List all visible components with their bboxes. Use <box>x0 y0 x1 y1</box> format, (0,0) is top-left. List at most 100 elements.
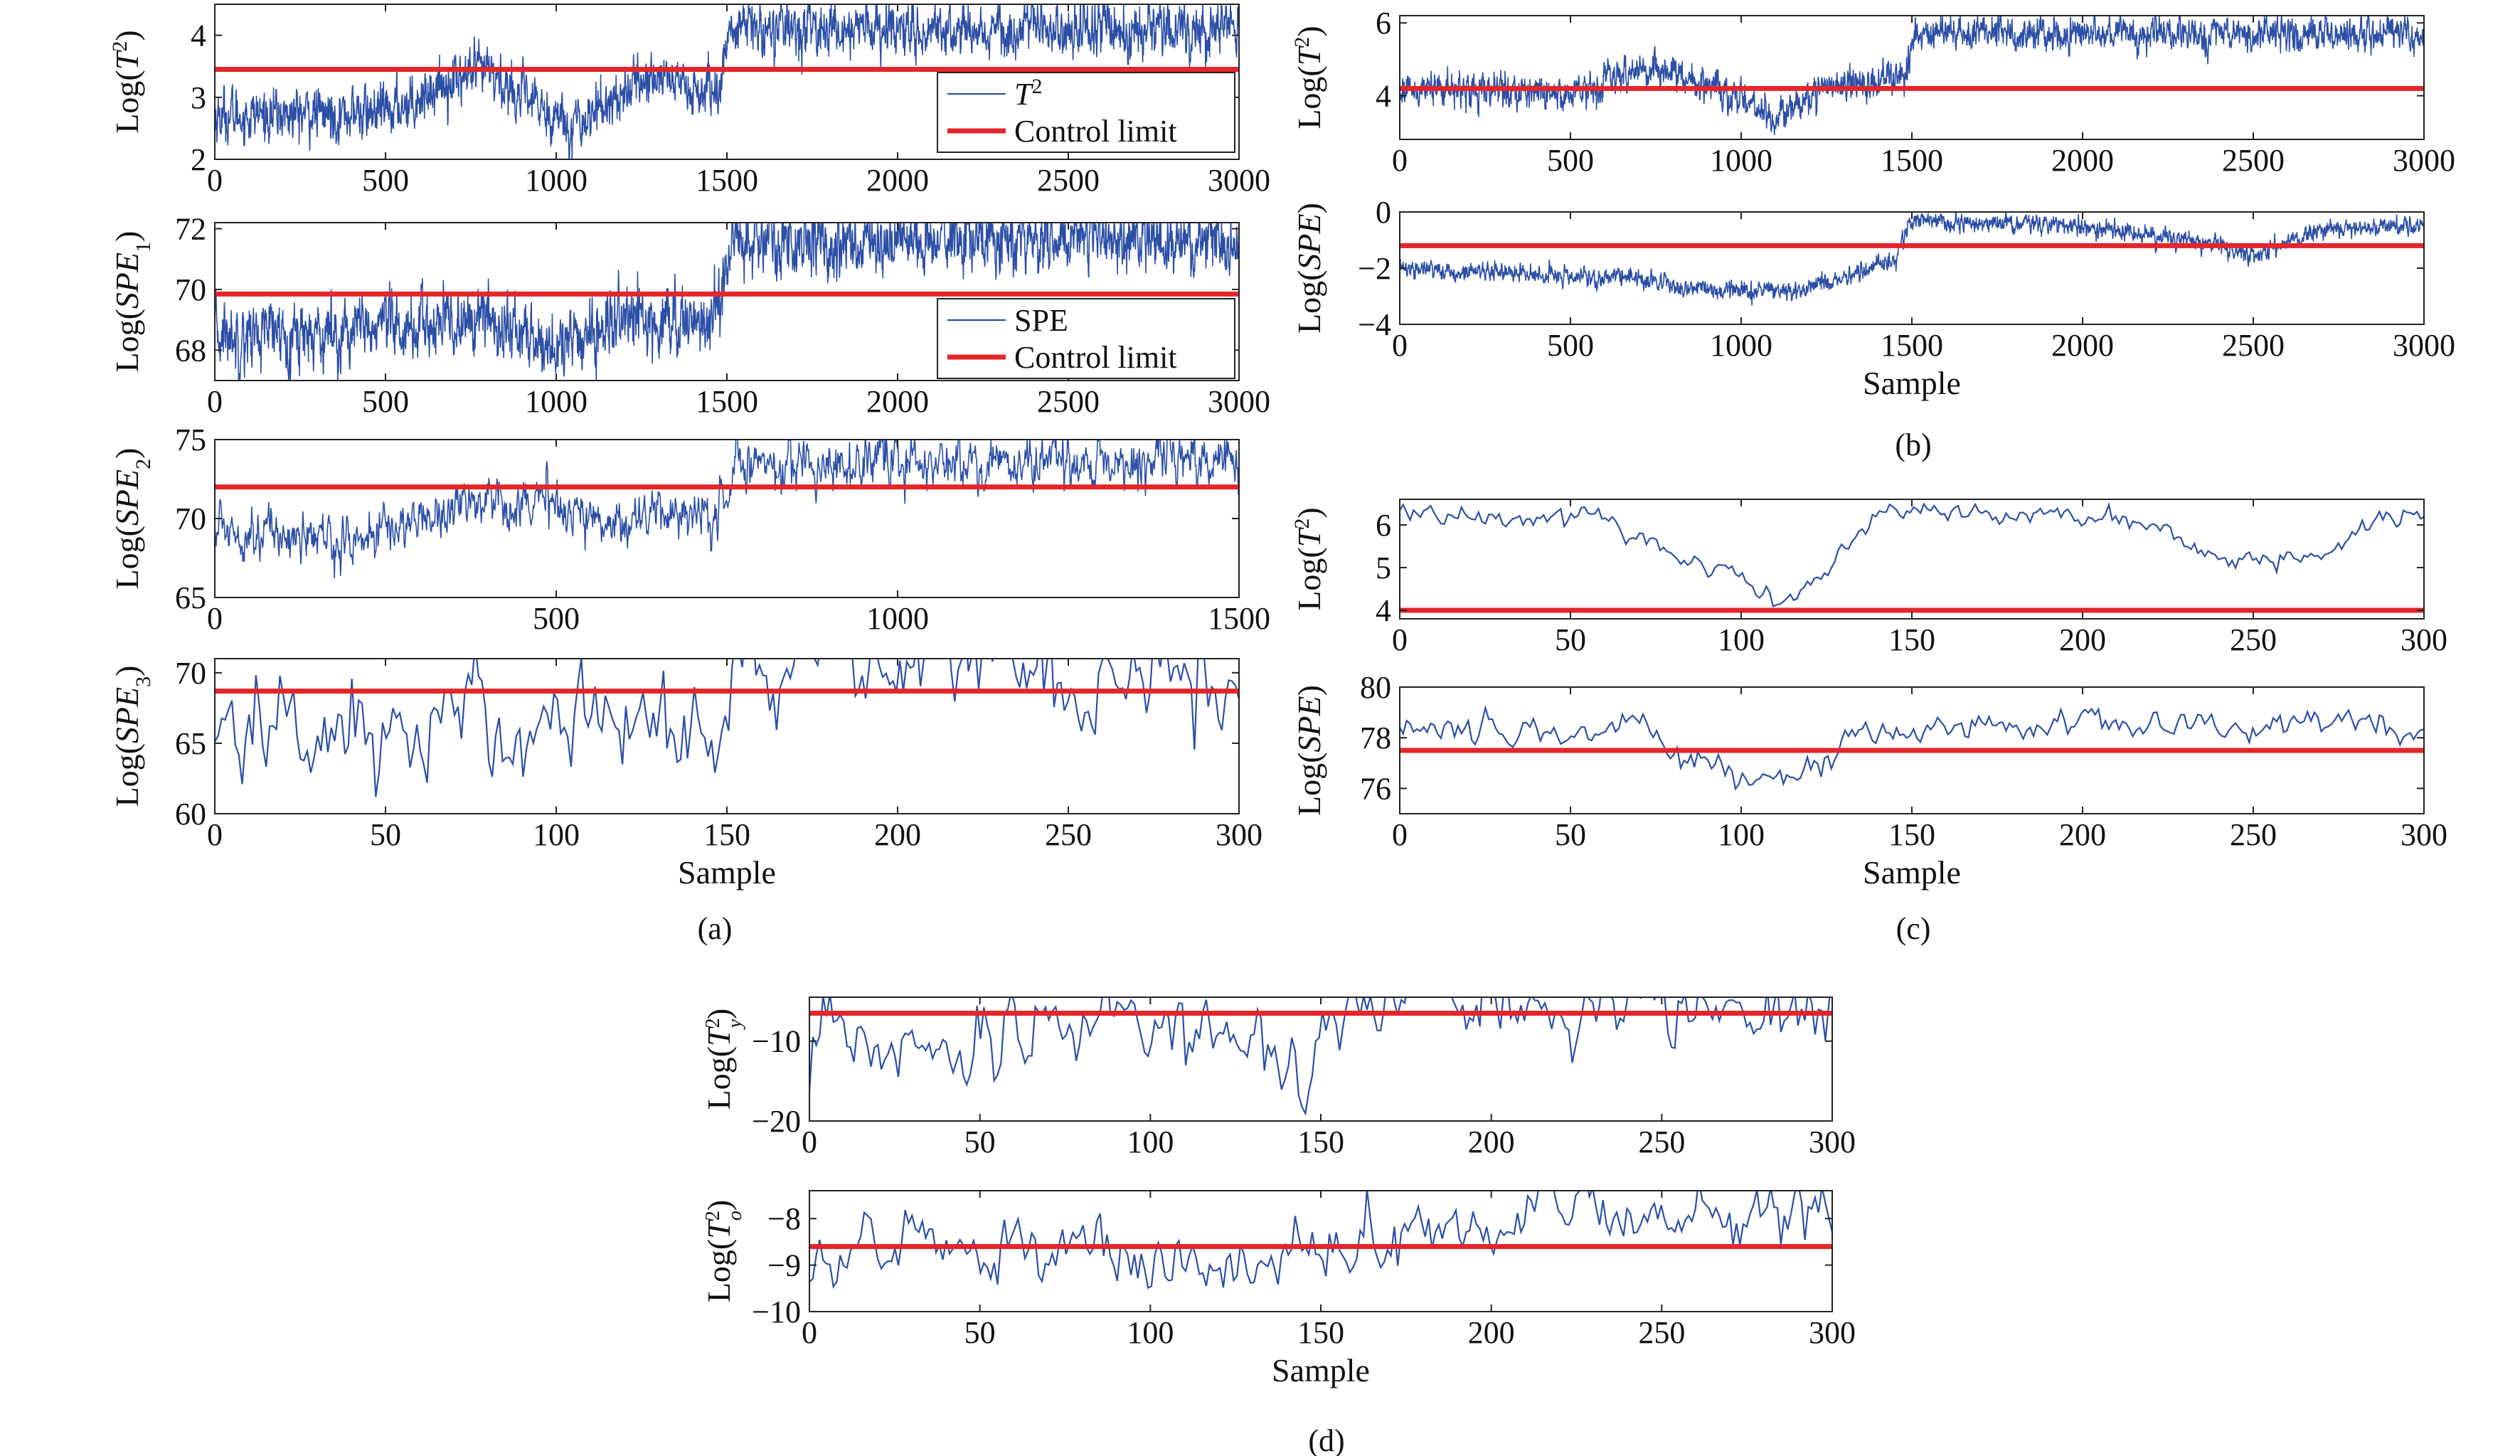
y-tick-label: 72 <box>175 212 206 247</box>
x-tick-label: 1000 <box>1710 328 1772 363</box>
x-tick-label: 1000 <box>866 601 929 636</box>
legend-entry-label: SPE <box>1014 303 1068 338</box>
y-tick-label: 78 <box>1360 721 1391 755</box>
y-tick-label: −8 <box>767 1201 801 1236</box>
x-tick-label: 500 <box>1547 328 1594 363</box>
series-line <box>1400 212 2424 306</box>
x-tick-label: 0 <box>1392 143 1408 178</box>
x-tick-label: 50 <box>1555 817 1586 852</box>
plot-frame <box>809 1190 1833 1312</box>
x-tick-label: 50 <box>964 1315 996 1350</box>
x-tick-label: 0 <box>207 817 223 852</box>
x-tick-label: 2500 <box>1037 384 1100 419</box>
y-axis-label: Log(T2) <box>1290 507 1328 610</box>
x-tick-label: 0 <box>802 1125 817 1159</box>
x-tick-label: 2500 <box>1037 163 1100 198</box>
x-tick-label: 0 <box>802 1315 817 1350</box>
subplot-1: 0 500 1000 1500 2000 2500 3000 2 3 4 Log(T2) T2Cont… <box>108 4 1270 198</box>
subplot-4: 0 50 100 150 200 250 300 60 65 70 Log(SPE3) Sample <box>109 656 1262 891</box>
x-tick-label: 50 <box>964 1125 996 1159</box>
x-tick-label: 250 <box>1638 1125 1685 1159</box>
y-tick-label: −2 <box>1358 251 1391 286</box>
x-tick-label: 1500 <box>1208 601 1270 636</box>
y-tick-label: 2 <box>191 142 206 177</box>
x-axis-label: Sample <box>1272 1352 1370 1388</box>
y-tick-label: 4 <box>191 18 206 53</box>
x-tick-label: 500 <box>1547 143 1594 178</box>
y-tick-label: 0 <box>1376 195 1391 230</box>
panel-label-c: (c) <box>1896 911 1931 946</box>
y-tick-label: −4 <box>1358 307 1391 342</box>
x-axis-label: Sample <box>678 854 776 891</box>
x-tick-label: 100 <box>533 817 580 852</box>
y-axis-label: Log(T2y) <box>701 1009 746 1110</box>
panel-label-d: (d) <box>1308 1423 1344 1456</box>
x-tick-label: 50 <box>370 817 401 852</box>
x-tick-label: 250 <box>2230 622 2277 657</box>
legend-entry-label: Control limit <box>1014 114 1177 149</box>
y-tick-label: 4 <box>1376 79 1391 114</box>
y-tick-label: 75 <box>175 423 206 457</box>
x-tick-label: 0 <box>1392 622 1408 657</box>
x-tick-label: 100 <box>1718 817 1765 852</box>
series-line <box>215 223 1239 381</box>
series-line <box>215 4 1239 159</box>
y-tick-label: 6 <box>1376 508 1391 543</box>
x-tick-label: 2500 <box>2222 328 2285 363</box>
x-tick-label: 2000 <box>2051 328 2114 363</box>
x-tick-label: 1500 <box>1881 328 1943 363</box>
legend-box <box>937 72 1235 153</box>
plot-frame <box>1399 499 2425 620</box>
y-tick-label: 5 <box>1376 551 1391 585</box>
plot-frame <box>809 997 1833 1122</box>
series-line <box>1400 704 2424 791</box>
y-axis-label: Log(SPE1) <box>109 231 155 373</box>
x-tick-label: 100 <box>1127 1125 1174 1159</box>
y-tick-label: 65 <box>175 580 206 615</box>
x-tick-label: 300 <box>2401 817 2447 852</box>
subplot-5: 0 500 1000 1500 2000 2500 3000 4 6 Log(T2) <box>1290 6 2456 178</box>
y-tick-label: 60 <box>175 797 206 831</box>
x-tick-label: 1500 <box>696 384 758 419</box>
subplot-2: 0 500 1000 1500 2000 2500 3000 68 70 72 Log(SPE1) S… <box>109 212 1270 419</box>
x-tick-label: 3000 <box>2393 328 2455 363</box>
plot-frame <box>1399 211 2425 325</box>
x-tick-label: 100 <box>1718 622 1765 657</box>
y-tick-label: 70 <box>175 656 206 691</box>
x-tick-label: 150 <box>703 817 750 852</box>
subplot-3: 0 500 1000 1500 65 70 75 Log(SPE2) <box>109 423 1270 636</box>
x-tick-label: 1000 <box>1710 143 1772 178</box>
x-tick-label: 2500 <box>2222 143 2285 178</box>
x-tick-label: 2000 <box>866 163 929 198</box>
x-tick-label: 250 <box>2230 817 2277 852</box>
series-line <box>809 997 1831 1116</box>
x-axis-label: Sample <box>1863 854 1961 891</box>
series-line <box>1400 501 2424 607</box>
y-axis-label: Log(SPE) <box>1291 203 1327 334</box>
y-tick-label: 70 <box>175 501 206 536</box>
plot-frame <box>214 439 1240 598</box>
y-tick-label: −10 <box>752 1024 801 1059</box>
x-tick-label: 0 <box>207 384 223 419</box>
x-tick-label: 50 <box>1555 622 1586 657</box>
x-tick-label: 150 <box>1297 1315 1344 1350</box>
y-tick-label: 6 <box>1376 6 1391 41</box>
y-tick-label: 65 <box>175 726 206 761</box>
x-tick-label: 500 <box>362 384 409 419</box>
panel-label-a: (a) <box>698 911 733 946</box>
series-line <box>1400 16 2424 135</box>
x-tick-label: 250 <box>1045 817 1092 852</box>
x-tick-label: 300 <box>1809 1315 1856 1350</box>
subplot-10: 0 50 100 150 200 250 300 −10 −9 −8 Log(T2o) Sample <box>701 1190 1856 1388</box>
panel-label-b: (b) <box>1895 427 1931 462</box>
x-tick-label: 200 <box>2059 817 2106 852</box>
y-tick-label: −10 <box>752 1295 801 1329</box>
x-tick-label: 1500 <box>1881 143 1943 178</box>
y-tick-label: 4 <box>1376 593 1391 628</box>
x-tick-label: 0 <box>1392 817 1408 852</box>
x-tick-label: 0 <box>207 163 223 198</box>
x-tick-label: 0 <box>207 601 223 636</box>
